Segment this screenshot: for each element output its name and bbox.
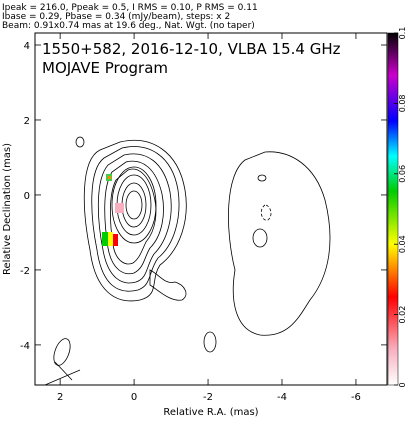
contours	[44, 136, 331, 386]
header-line: Ipeak = 216.0, Ppeak = 0.5, I RMS = 0.10…	[2, 3, 258, 13]
x-tick-label: -4	[277, 392, 287, 403]
x-tick-label: -6	[351, 392, 361, 403]
chart-subtitle: MOJAVE Program	[42, 59, 168, 77]
y-tick-label: -2	[20, 266, 30, 277]
y-tick-label: -4	[20, 341, 30, 352]
header-line: Ibase = 0.29, Pbase = 0.34 (mJy/beam), s…	[2, 12, 230, 22]
colorbar-tick-label: 0.08	[398, 94, 407, 112]
colorbar-tick-label: 0.1	[398, 27, 407, 40]
y-axis-label: Relative Declination (mas)	[2, 143, 13, 275]
x-tick-label: 0	[131, 392, 137, 403]
colorbar-tick-label: 0.06	[398, 165, 407, 183]
y-tick-label: 4	[24, 41, 30, 52]
colorbar-tick-label: 0	[398, 382, 407, 387]
colorbar-tick-label: 0.02	[398, 306, 407, 324]
plot-frame	[34, 32, 388, 386]
header-line: Beam: 0.91x0.74 mas at 19.6 deg., Nat. W…	[2, 21, 255, 31]
x-axis-label: Relative R.A. (mas)	[163, 407, 258, 418]
colorbar	[387, 32, 399, 386]
y-tick-label: 2	[24, 116, 30, 127]
x-tick-label: 2	[57, 392, 63, 403]
chart-title: 1550+582, 2016-12-10, VLBA 15.4 GHz	[42, 40, 341, 58]
colorbar-tick-label: 0.04	[398, 235, 407, 253]
polarization-patches	[102, 174, 124, 246]
y-tick-label: 0	[24, 191, 30, 202]
x-tick-label: -2	[203, 392, 213, 403]
